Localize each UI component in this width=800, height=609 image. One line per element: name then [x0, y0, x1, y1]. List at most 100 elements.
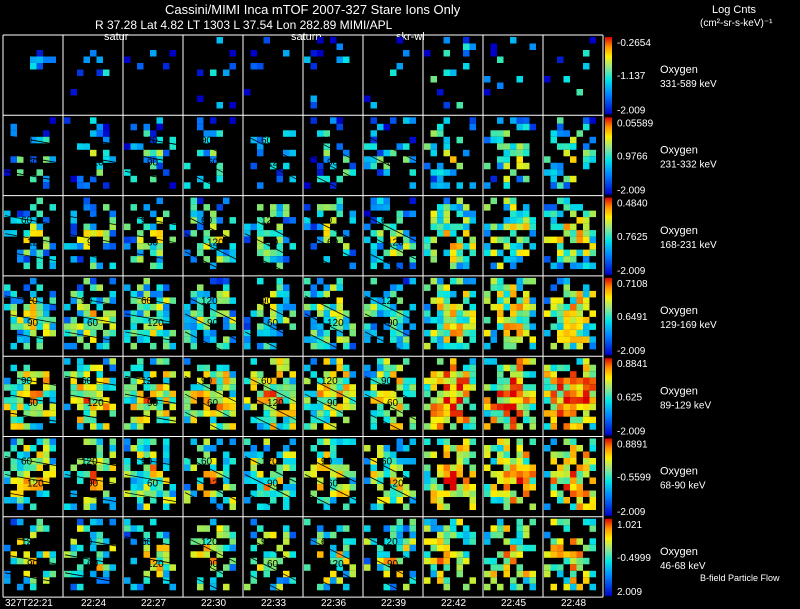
pixel [10, 217, 17, 224]
colorbar-mid-label: 0.9766 [617, 151, 648, 162]
pixel [124, 471, 131, 478]
pixel [143, 477, 150, 484]
pixel [137, 583, 144, 591]
pixel [576, 303, 583, 311]
contour-label: 60 [87, 318, 99, 329]
pixel [124, 397, 131, 404]
pixel [103, 297, 110, 304]
pixel [456, 342, 463, 350]
pixel [336, 175, 343, 183]
pixel [130, 175, 137, 183]
pixel [550, 423, 557, 430]
pixel [143, 451, 150, 458]
pixel [64, 329, 71, 337]
pixel [443, 464, 450, 471]
colorbar-mid-label: 0.625 [617, 392, 642, 403]
pixel [529, 583, 536, 591]
pixel [223, 249, 230, 257]
pixel [283, 316, 290, 324]
pixel [49, 390, 56, 398]
pixel [197, 297, 204, 304]
pixel [330, 397, 337, 404]
pixel [484, 570, 491, 578]
contour-label: 60 [21, 457, 33, 468]
pixel [70, 175, 77, 183]
pixel [210, 377, 217, 385]
pixel [283, 490, 290, 497]
pixel [323, 329, 330, 337]
pixel [323, 290, 330, 298]
pixel [396, 316, 403, 324]
pixel [96, 518, 103, 526]
pixel [516, 497, 523, 504]
pixel [437, 390, 444, 398]
pixel [43, 384, 50, 391]
pixel [557, 471, 564, 478]
pixel [516, 162, 523, 170]
pixel [550, 403, 557, 411]
pixel [283, 364, 290, 372]
pixel [103, 316, 110, 324]
field-line [124, 474, 182, 485]
pixel [370, 102, 377, 109]
pixel [497, 531, 504, 539]
contour-label: 120 [201, 296, 218, 307]
field-line [124, 492, 182, 503]
contour-label: 120 [321, 135, 338, 146]
pixel [23, 310, 30, 317]
pixel [330, 410, 337, 417]
pixel [323, 438, 330, 445]
pixel [229, 249, 236, 257]
pixel [90, 364, 97, 372]
pixel [557, 243, 564, 250]
pixel [96, 564, 103, 571]
pixel [83, 197, 90, 205]
pixel [463, 262, 470, 270]
pixel [270, 403, 277, 411]
pixel [156, 484, 163, 491]
pixel [263, 329, 270, 337]
pixel [96, 438, 103, 445]
pixel [516, 284, 523, 291]
pixel [169, 342, 176, 350]
pixel [10, 518, 17, 526]
pixel [557, 390, 564, 398]
pixel [184, 358, 191, 365]
panel-r6-c8 [484, 518, 536, 591]
pixel [443, 531, 450, 539]
pixel [557, 249, 564, 257]
pixel [30, 243, 37, 250]
pixel [557, 403, 564, 411]
pixel [317, 410, 324, 417]
pixel [523, 277, 530, 285]
pixel [456, 329, 463, 337]
pixel [503, 243, 510, 250]
field-line [364, 170, 422, 200]
pixel [510, 217, 517, 224]
pixel [503, 217, 510, 224]
pixel [430, 223, 437, 231]
pixel [210, 117, 217, 124]
pixel [137, 403, 144, 411]
pixel [456, 204, 463, 211]
pixel [30, 223, 37, 231]
pixel [443, 377, 450, 385]
pixel [156, 531, 163, 539]
pixel [223, 410, 230, 417]
pixel [570, 583, 577, 591]
pixel [276, 364, 283, 372]
pixel [263, 230, 270, 237]
pixel [223, 471, 230, 478]
panel-r6-c9 [544, 518, 596, 591]
pixel [4, 577, 11, 584]
pixel [124, 371, 131, 378]
pixel [557, 410, 564, 417]
pixel [437, 464, 444, 471]
pixel [576, 316, 583, 324]
pixel [49, 56, 56, 63]
pixel [563, 230, 570, 237]
pixel [463, 316, 470, 324]
pixel [437, 471, 444, 478]
pixel [437, 490, 444, 497]
pixel [563, 423, 570, 430]
